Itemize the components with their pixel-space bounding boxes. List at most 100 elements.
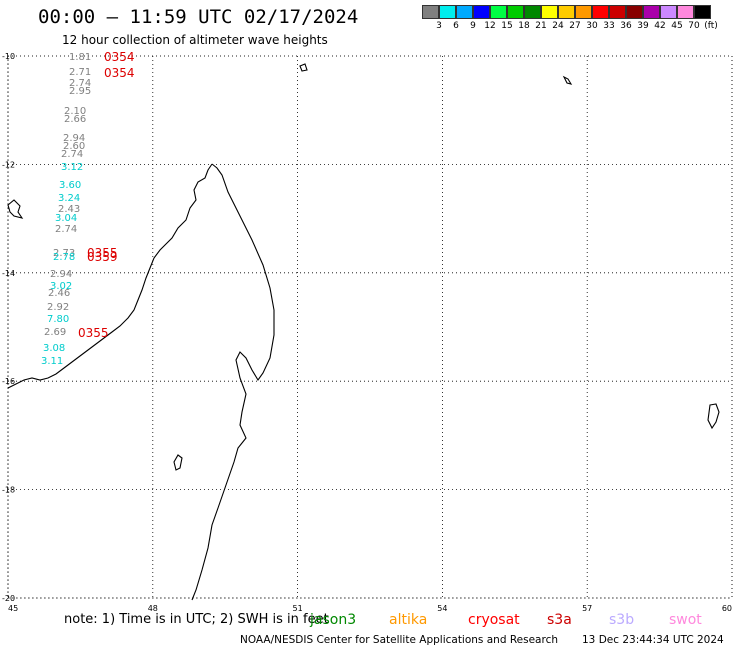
legend-swatch-3 bbox=[473, 5, 490, 19]
legend-swatch-16 bbox=[694, 5, 711, 19]
wave-height-label: 3.11 bbox=[41, 356, 63, 367]
wave-height-label: 2.74 bbox=[61, 149, 83, 160]
map-title: 00:00 – 11:59 UTC 02/17/2024 bbox=[38, 6, 359, 28]
legend-label: 15 bbox=[501, 21, 513, 31]
tromelin-island bbox=[562, 75, 573, 85]
wave-height-label: 3.24 bbox=[58, 193, 80, 204]
legend-swatch-12 bbox=[626, 5, 643, 19]
glorieuses-islet bbox=[299, 63, 308, 72]
lon-tick-label: 57 bbox=[582, 604, 592, 613]
lat-tick-label: -20 bbox=[2, 594, 15, 603]
wave-height-label: 2.10 bbox=[64, 106, 86, 117]
pass-time-label: 0354 bbox=[104, 50, 135, 64]
pass-time-label: 0355 bbox=[87, 246, 118, 260]
madagascar-coastline bbox=[191, 163, 275, 601]
wave-height-label: 2.60 bbox=[63, 141, 85, 152]
wave-height-label: 2.73 bbox=[53, 248, 75, 259]
legend-labels: 3 6 9 12 15 18 21 24 27 30 33 36 39 42 45 70 (ft) bbox=[422, 19, 718, 33]
legend-label: 42 bbox=[654, 21, 666, 31]
lat-tick-label: -18 bbox=[2, 486, 15, 495]
legend-label: 3 bbox=[436, 21, 442, 31]
wave-height-label: 2.94 bbox=[63, 133, 85, 144]
legend-label: 33 bbox=[603, 21, 615, 31]
legend-swatch-8 bbox=[558, 5, 575, 19]
lat-tick-label: -16 bbox=[2, 377, 15, 386]
pass-time-label: 0354 bbox=[104, 66, 135, 80]
lon-tick-label: 54 bbox=[437, 604, 447, 613]
wave-height-label: 2.74 bbox=[55, 224, 77, 235]
legend-swatch-4 bbox=[490, 5, 507, 19]
wave-height-legend: 3 6 9 12 15 18 21 24 27 30 33 36 39 42 45 70 (ft) bbox=[422, 5, 718, 33]
legend-label: 70 bbox=[688, 21, 700, 31]
lon-tick-label: 51 bbox=[293, 604, 303, 613]
legend-swatch-11 bbox=[609, 5, 626, 19]
wave-height-label: 2.69 bbox=[44, 327, 66, 338]
legend-label: 21 bbox=[535, 21, 547, 31]
lat-tick-label: -14 bbox=[2, 269, 15, 278]
wave-height-label: 3.02 bbox=[50, 281, 72, 292]
satellite-label-cryosat: cryosat bbox=[468, 612, 520, 628]
legend-label: 24 bbox=[552, 21, 564, 31]
legend-swatch-10 bbox=[592, 5, 609, 19]
pass-time-label: 0355 bbox=[78, 326, 109, 340]
legend-label: 9 bbox=[470, 21, 476, 31]
lat-lon-grid: 45 48 51 54 57 60 -10 -12 -14 -16 -18 -20 bbox=[2, 52, 733, 613]
wave-height-label: 2.95 bbox=[69, 86, 91, 97]
legend-swatch-1 bbox=[439, 5, 456, 19]
generated-time: 13 Dec 23:44:34 UTC 2024 bbox=[582, 634, 724, 646]
satellite-label-altika: altika bbox=[389, 612, 428, 628]
wave-height-label: 1.81 bbox=[69, 52, 91, 63]
wave-height-label: 2.92 bbox=[47, 302, 69, 313]
wave-height-label: 2.43 bbox=[58, 204, 80, 215]
legend-swatch-13 bbox=[643, 5, 660, 19]
legend-label: 6 bbox=[453, 21, 459, 31]
legend-label: 45 bbox=[671, 21, 683, 31]
wave-height-label: 2.94 bbox=[50, 269, 72, 280]
wave-height-label: 2.74 bbox=[69, 78, 91, 89]
satellite-label-jason3: jason3 bbox=[310, 612, 357, 628]
legend-swatch-14 bbox=[660, 5, 677, 19]
legend-swatch-2 bbox=[456, 5, 473, 19]
satellite-label-s3b: s3b bbox=[609, 612, 635, 628]
legend-swatch-0 bbox=[422, 5, 439, 19]
map-frame bbox=[7, 55, 733, 599]
legend-label: 18 bbox=[518, 21, 530, 31]
legend-swatch-15 bbox=[677, 5, 694, 19]
reunion-edge bbox=[707, 403, 720, 430]
wave-height-label: 2.46 bbox=[48, 288, 70, 299]
madagascar-west-coast bbox=[7, 163, 213, 389]
wave-height-label: 7.80 bbox=[47, 314, 69, 325]
legend-label: 27 bbox=[569, 21, 581, 31]
lon-tick-label: 48 bbox=[148, 604, 158, 613]
pass-time-label: 0359 bbox=[87, 250, 118, 264]
satellite-label-swot: swot bbox=[669, 612, 702, 628]
legend-label: (ft) bbox=[704, 21, 718, 31]
legend-label: 12 bbox=[484, 21, 496, 31]
wave-height-label: 3.60 bbox=[59, 180, 81, 191]
europa-islet bbox=[173, 454, 183, 471]
lon-tick-label: 45 bbox=[8, 604, 18, 613]
wave-height-label: 2.71 bbox=[69, 67, 91, 78]
map-subtitle: 12 hour collection of altimeter wave hei… bbox=[62, 33, 328, 47]
observations-layer: 1.812.712.742.952.102.662.942.602.743.12… bbox=[41, 52, 91, 367]
wave-height-label: 3.04 bbox=[55, 213, 77, 224]
wave-height-label: 3.12 bbox=[61, 162, 83, 173]
satellite-label-s3a: s3a bbox=[547, 612, 572, 628]
wave-height-label: 3.08 bbox=[43, 343, 65, 354]
legend-swatch-7 bbox=[541, 5, 558, 19]
credit-text: NOAA/NESDIS Center for Satellite Applica… bbox=[240, 634, 558, 646]
lon-tick-label: 60 bbox=[722, 604, 732, 613]
legend-swatch-6 bbox=[524, 5, 541, 19]
note-text: note: 1) Time is in UTC; 2) SWH is in fe… bbox=[64, 612, 329, 627]
lat-tick-label: -10 bbox=[2, 52, 15, 61]
legend-label: 36 bbox=[620, 21, 632, 31]
coastline bbox=[7, 63, 720, 601]
legend-label: 30 bbox=[586, 21, 598, 31]
lat-tick-label: -12 bbox=[2, 160, 15, 169]
legend-color-bar bbox=[422, 5, 711, 19]
legend-label: 39 bbox=[637, 21, 649, 31]
mayotte-outline bbox=[7, 199, 24, 219]
wave-height-label: 2.66 bbox=[64, 114, 86, 125]
